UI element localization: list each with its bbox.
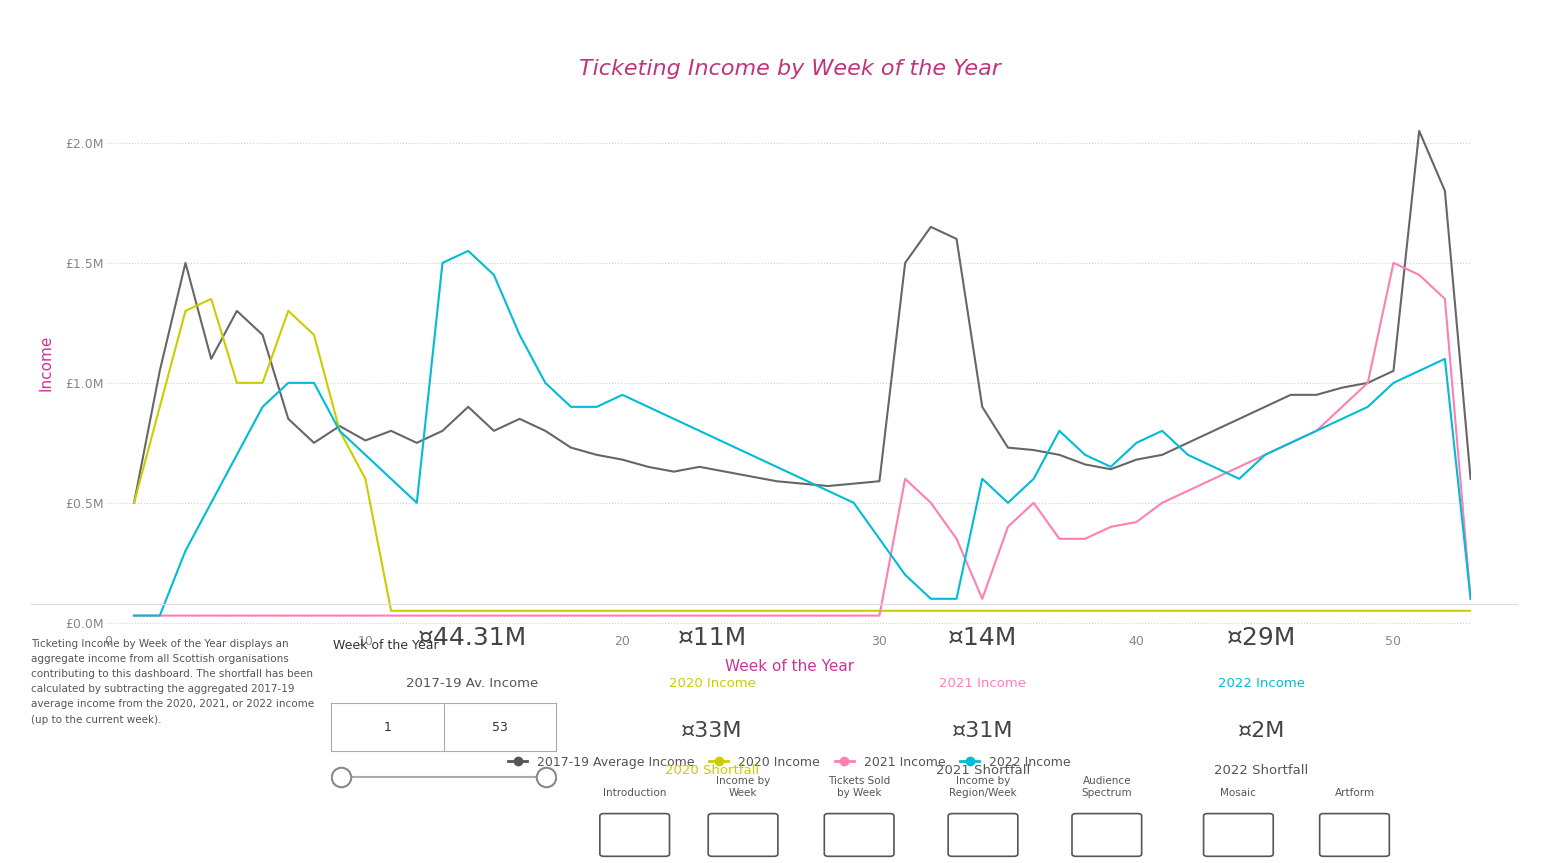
Text: ¤33M: ¤33M xyxy=(681,721,743,740)
Text: 2021 Shortfall: 2021 Shortfall xyxy=(937,764,1029,777)
Text: ¤11M: ¤11M xyxy=(678,626,746,650)
Text: Week of the Year: Week of the Year xyxy=(333,639,438,652)
Text: 2020 Shortfall: 2020 Shortfall xyxy=(666,764,759,777)
Text: 2021 Income: 2021 Income xyxy=(940,677,1026,690)
Text: Income by
Week: Income by Week xyxy=(715,776,771,798)
Text: ¤14M: ¤14M xyxy=(949,626,1017,650)
X-axis label: Week of the Year: Week of the Year xyxy=(724,659,854,674)
Text: 2022 Income: 2022 Income xyxy=(1218,677,1305,690)
Legend: 2017-19 Average Income, 2020 Income, 2021 Income, 2022 Income: 2017-19 Average Income, 2020 Income, 202… xyxy=(503,751,1076,773)
Text: 2020 Income: 2020 Income xyxy=(669,677,755,690)
Text: 2022 Shortfall: 2022 Shortfall xyxy=(1215,764,1308,777)
Text: ¤44.31M: ¤44.31M xyxy=(418,626,526,650)
Text: 53: 53 xyxy=(492,721,508,734)
Text: 1: 1 xyxy=(384,721,392,734)
Text: 2017-19 Av. Income: 2017-19 Av. Income xyxy=(406,677,539,690)
Text: ¤31M: ¤31M xyxy=(952,721,1014,740)
Text: Artform: Artform xyxy=(1334,788,1375,798)
Text: Ticketing Income by Week of the Year displays an
aggregate income from all Scott: Ticketing Income by Week of the Year dis… xyxy=(31,639,314,725)
Title: Ticketing Income by Week of the Year: Ticketing Income by Week of the Year xyxy=(579,60,1000,79)
Y-axis label: Income: Income xyxy=(39,334,54,391)
Text: Introduction: Introduction xyxy=(604,788,666,798)
Text: Mosaic: Mosaic xyxy=(1220,788,1257,798)
Text: Tickets Sold
by Week: Tickets Sold by Week xyxy=(828,776,890,798)
Text: ¤29M: ¤29M xyxy=(1228,626,1296,650)
Text: Audience
Spectrum: Audience Spectrum xyxy=(1082,776,1132,798)
Text: ¤2M: ¤2M xyxy=(1238,721,1285,740)
Text: Income by
Region/Week: Income by Region/Week xyxy=(949,776,1017,798)
